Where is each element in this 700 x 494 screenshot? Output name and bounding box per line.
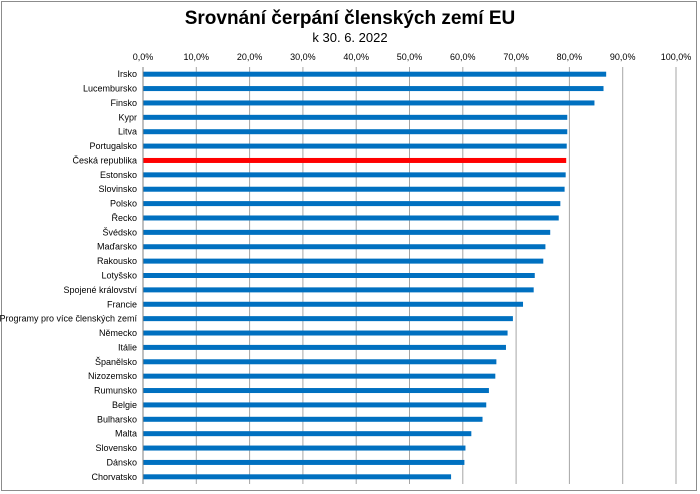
bar (143, 273, 535, 278)
bar (143, 373, 496, 379)
category-label: Slovinsko (98, 184, 137, 194)
bar (143, 416, 483, 422)
category-label: Řecko (111, 213, 137, 223)
category-label: Rumunsko (94, 386, 137, 396)
x-tick-label: 40,0% (343, 52, 369, 62)
category-label: Lotyšsko (101, 271, 137, 281)
category-label: Finsko (110, 98, 137, 108)
category-label: Česká republika (72, 155, 137, 165)
bar (143, 143, 567, 149)
x-tick-label: 20,0% (237, 52, 263, 62)
x-tick-label: 0,0% (133, 52, 154, 62)
x-tick-label: 10,0% (184, 52, 210, 62)
x-tick-label: 60,0% (450, 52, 476, 62)
category-label: Maďarsko (97, 242, 137, 252)
bar (143, 287, 534, 293)
bar (143, 186, 565, 192)
bar (143, 330, 508, 336)
category-label: Španělsko (95, 357, 137, 367)
bar (143, 344, 506, 350)
bar (143, 359, 497, 365)
x-axis-ticks: 0,0% 10,0% 20,0% 30,0% 40,0% 50,0% 60,0% 70,0% 8… (133, 52, 692, 62)
bar (143, 258, 544, 264)
bar (143, 201, 561, 207)
category-label: Lucembursko (83, 84, 137, 94)
chart-subtitle: k 30. 6. 2022 (312, 30, 388, 45)
bar (143, 445, 466, 451)
bar (143, 100, 595, 106)
category-label: Programy pro více členských zemí (0, 314, 137, 324)
category-label: Švédsko (102, 227, 137, 237)
category-label: Portugalsko (89, 141, 137, 151)
category-label: Německo (99, 328, 137, 338)
category-label: Belgie (112, 400, 137, 410)
bar (143, 474, 452, 480)
bar (143, 229, 551, 235)
x-tick-label: 50,0% (397, 52, 423, 62)
bar (143, 172, 566, 178)
category-label: Slovensko (95, 443, 137, 453)
bar (143, 86, 604, 92)
bar (143, 316, 513, 322)
category-label: Kypr (118, 112, 137, 122)
bar (143, 71, 607, 77)
x-tick-label: 30,0% (290, 52, 316, 62)
chart-title: Srovnání čerpání členských zemí EU (184, 8, 516, 29)
bar (143, 301, 524, 307)
x-tick-label: 70,0% (503, 52, 529, 62)
bar (143, 244, 546, 250)
category-label: Spojené království (63, 285, 137, 295)
x-tick-label: 100,0% (661, 52, 692, 62)
category-label: Francie (107, 299, 137, 309)
x-tick-label: 90,0% (610, 52, 636, 62)
category-label: Bulharsko (97, 414, 137, 424)
category-label: Malta (115, 429, 137, 439)
category-label: Irsko (117, 69, 137, 79)
bar (143, 402, 487, 408)
category-label: Nizozemsko (88, 371, 137, 381)
bar (143, 459, 465, 465)
category-label: Rakousko (97, 256, 137, 266)
category-label: Chorvatsko (91, 472, 137, 482)
category-label: Litva (118, 127, 137, 137)
bar (143, 431, 472, 437)
bar (143, 114, 568, 120)
bar-highlight (143, 157, 567, 163)
bar (143, 129, 568, 135)
category-label: Estonsko (100, 170, 137, 180)
category-label: Polsko (110, 199, 137, 209)
bar (143, 215, 559, 221)
bars (143, 71, 607, 480)
x-tick-label: 80,0% (557, 52, 583, 62)
bar (143, 388, 489, 394)
category-labels: Irsko Lucembursko Finsko Kypr Litva Portugals… (0, 69, 137, 482)
category-label: Itálie (118, 342, 137, 352)
category-label: Dánsko (106, 457, 137, 467)
